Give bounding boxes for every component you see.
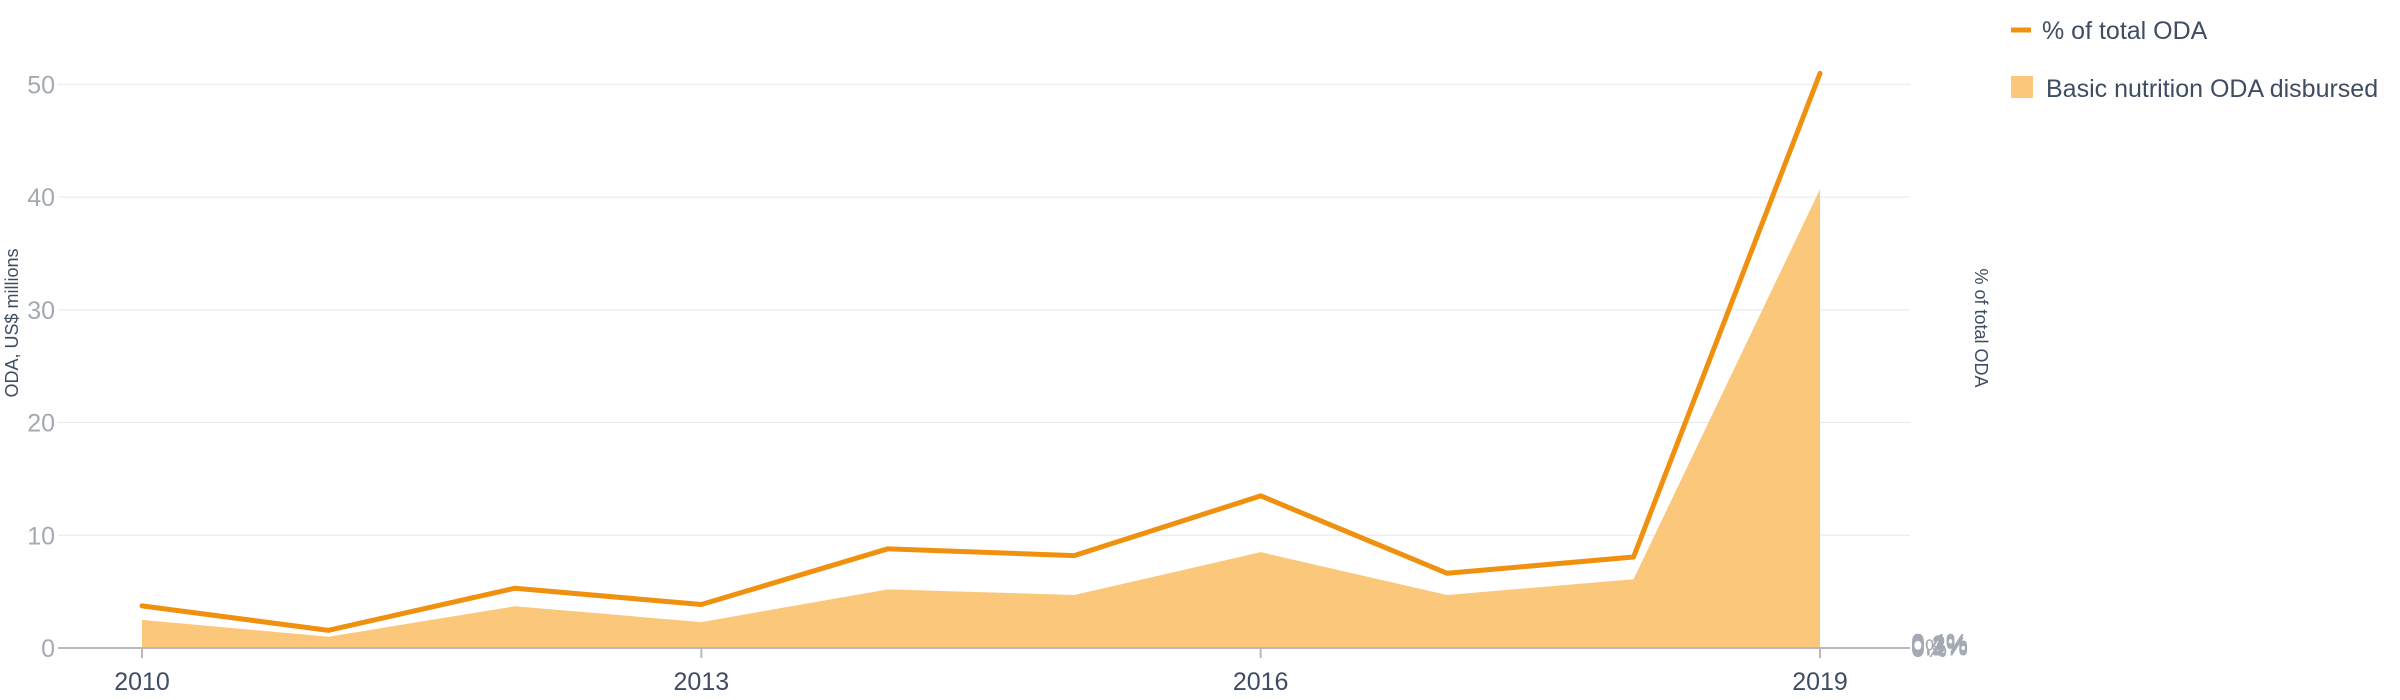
x-tick-label: 2010 (114, 668, 170, 696)
area-basic-nutrition-oda (142, 189, 1820, 648)
x-tick-label: 2016 (1233, 668, 1289, 696)
right-tick-label: 0.2% (1911, 632, 1968, 660)
left-axis-title: ODA, US$ millions (2, 248, 22, 397)
legend: % of total ODA Basic nutrition ODA disbu… (2011, 17, 2378, 103)
legend-label-basic-nutrition: Basic nutrition ODA disbursed (2046, 75, 2378, 103)
legend-item-basic-nutrition[interactable]: Basic nutrition ODA disbursed (2011, 75, 2378, 103)
legend-area-swatch (2011, 76, 2033, 98)
legend-label-percent-oda: % of total ODA (2042, 17, 2208, 45)
left-y-axis: 0 10 20 30 40 50 (27, 71, 55, 663)
gridlines (58, 83, 1910, 536)
right-tick-label: 0% (1911, 635, 1947, 663)
right-tick-label: 0.4% (1911, 630, 1968, 658)
left-tick-label: 50 (27, 71, 55, 99)
left-tick-label: 0 (41, 635, 55, 663)
line-series-layer (139, 70, 1823, 633)
right-tick-label: 0.3% (1911, 631, 1968, 659)
left-tick-label: 10 (27, 522, 55, 550)
right-axis-title: % of total ODA (1971, 268, 1991, 387)
right-y-axis: 0%0.1%0.2%0.3%0.4% (1911, 630, 1968, 663)
area-series-layer (142, 189, 1820, 648)
legend-item-percent-oda[interactable]: % of total ODA (2011, 17, 2208, 45)
left-tick-label: 20 (27, 410, 55, 438)
x-axis: 2010 2013 2016 2019 (114, 648, 1848, 696)
line-percent-total-oda (139, 70, 1823, 633)
x-tick-label: 2013 (674, 668, 730, 696)
right-tick-label: 0.1% (1911, 634, 1968, 662)
left-tick-label: 40 (27, 184, 55, 212)
x-tick-label: 2019 (1792, 668, 1848, 696)
left-tick-label: 30 (27, 297, 55, 325)
